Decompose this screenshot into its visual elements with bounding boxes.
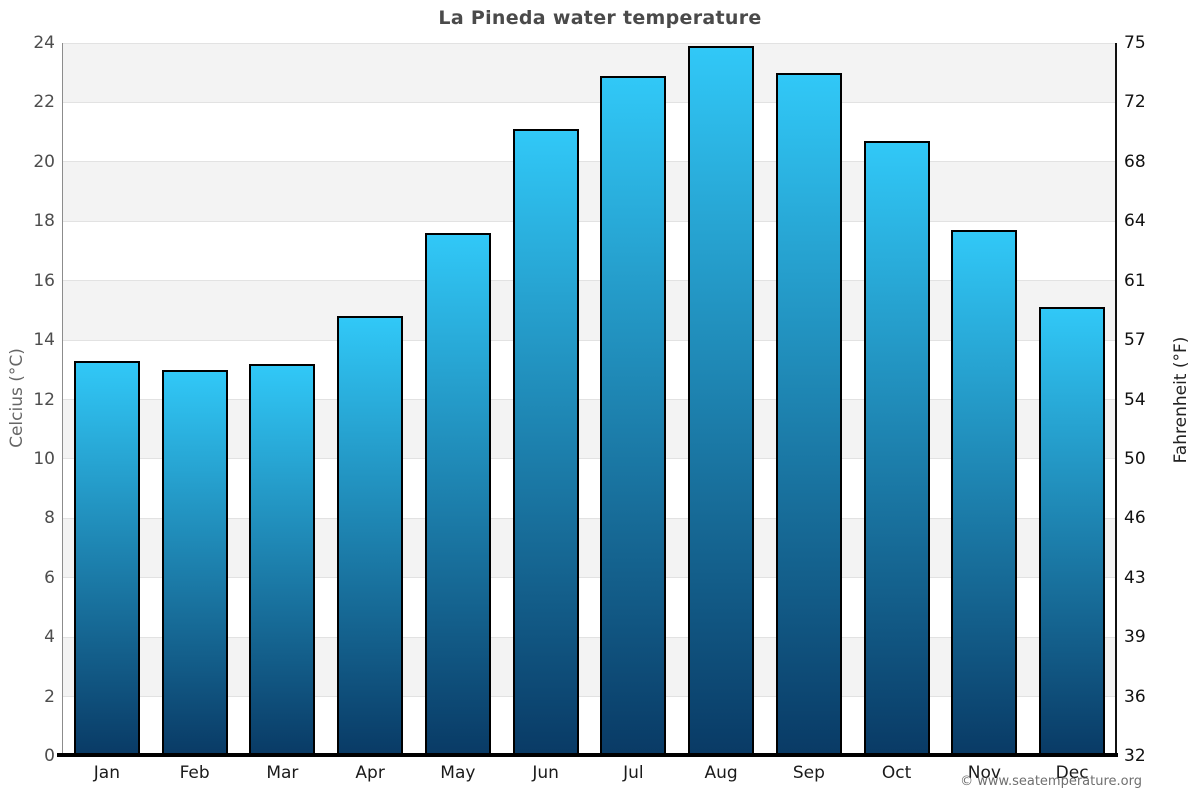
gridline-2c bbox=[63, 696, 1116, 698]
fahrenheit-tick-72: 72 bbox=[1124, 92, 1146, 113]
celsius-tick-14: 14 bbox=[33, 330, 55, 351]
bar-apr[interactable] bbox=[337, 316, 404, 756]
celsius-tick-24: 24 bbox=[33, 33, 55, 53]
x-tick-apr: Apr bbox=[355, 763, 385, 783]
fahrenheit-tick-labels: 32 36 39 43 46 50 54 57 61 64 68 72 75 bbox=[1124, 33, 1184, 766]
gridline-10c bbox=[63, 458, 1116, 460]
celsius-tick-18: 18 bbox=[33, 211, 55, 232]
celsius-tick-4: 4 bbox=[44, 627, 55, 648]
watermark-link[interactable]: © www.seatemperature.org bbox=[960, 774, 1142, 789]
gridline-18c bbox=[63, 220, 1116, 222]
fahrenheit-tick-46: 46 bbox=[1124, 508, 1146, 529]
celsius-tick-labels: 0 2 4 6 8 10 12 14 16 18 20 22 24 bbox=[0, 33, 55, 766]
celsius-tick-20: 20 bbox=[33, 151, 55, 172]
bar-dec[interactable] bbox=[1039, 307, 1106, 756]
celsius-tick-8: 8 bbox=[44, 508, 55, 529]
bar-oct[interactable] bbox=[863, 141, 930, 756]
celsius-tick-10: 10 bbox=[33, 448, 55, 469]
bar-feb[interactable] bbox=[161, 369, 228, 756]
x-tick-may: May bbox=[440, 763, 476, 783]
bar-nov[interactable] bbox=[951, 230, 1018, 756]
celsius-tick-16: 16 bbox=[33, 270, 55, 291]
bar-jan[interactable] bbox=[73, 360, 140, 756]
gridline-8c bbox=[63, 517, 1116, 519]
fahrenheit-tick-61: 61 bbox=[1124, 270, 1146, 291]
fahrenheit-tick-50: 50 bbox=[1124, 448, 1146, 469]
fahrenheit-tick-39: 39 bbox=[1124, 627, 1146, 648]
x-tick-mar: Mar bbox=[266, 763, 299, 783]
gridline-6c bbox=[63, 577, 1116, 579]
x-tick-nov: Nov bbox=[967, 763, 1001, 783]
month-tick-labels: Jan Feb Mar Apr May Jun Jul Aug Sep Oct Nov Dec bbox=[63, 762, 1116, 784]
fahrenheit-tick-54: 54 bbox=[1124, 389, 1146, 410]
gridline-14c bbox=[63, 339, 1116, 341]
bar-jun[interactable] bbox=[512, 129, 579, 756]
plot-area bbox=[63, 42, 1116, 756]
x-tick-oct: Oct bbox=[881, 763, 912, 783]
fahrenheit-tick-68: 68 bbox=[1124, 151, 1146, 172]
x-tick-sep: Sep bbox=[792, 763, 825, 783]
x-tick-dec: Dec bbox=[1055, 763, 1089, 783]
celsius-tick-22: 22 bbox=[33, 92, 55, 113]
fahrenheit-tick-75: 75 bbox=[1124, 33, 1146, 53]
x-tick-jun: Jun bbox=[532, 763, 559, 783]
gridline-24c bbox=[63, 42, 1116, 44]
gridline-4c bbox=[63, 636, 1116, 638]
gridline-20c bbox=[63, 161, 1116, 163]
left-axis-line bbox=[62, 43, 63, 756]
x-tick-jan: Jan bbox=[93, 763, 120, 783]
celsius-tick-6: 6 bbox=[44, 567, 55, 588]
celsius-tick-0: 0 bbox=[44, 746, 55, 766]
right-axis-line bbox=[1115, 43, 1117, 756]
chart-title: La Pineda water temperature bbox=[438, 7, 762, 29]
x-tick-aug: Aug bbox=[704, 763, 738, 783]
gridline-16c bbox=[63, 280, 1116, 282]
bar-may[interactable] bbox=[424, 233, 491, 756]
bar-mar[interactable] bbox=[249, 363, 316, 756]
celsius-tick-12: 12 bbox=[33, 389, 55, 410]
fahrenheit-tick-64: 64 bbox=[1124, 211, 1146, 232]
fahrenheit-tick-32: 32 bbox=[1124, 746, 1146, 766]
x-tick-jul: Jul bbox=[623, 763, 644, 783]
bar-aug[interactable] bbox=[688, 45, 755, 756]
bottom-axis-line bbox=[57, 753, 1118, 757]
fahrenheit-tick-57: 57 bbox=[1124, 330, 1146, 351]
bar-sep[interactable] bbox=[775, 72, 842, 756]
gridline-12c bbox=[63, 399, 1116, 400]
bar-jul[interactable] bbox=[600, 75, 667, 756]
gridline-22c bbox=[63, 101, 1116, 103]
x-tick-feb: Feb bbox=[179, 763, 210, 783]
fahrenheit-tick-43: 43 bbox=[1124, 567, 1146, 588]
celsius-tick-2: 2 bbox=[44, 686, 55, 707]
fahrenheit-tick-36: 36 bbox=[1124, 686, 1146, 707]
